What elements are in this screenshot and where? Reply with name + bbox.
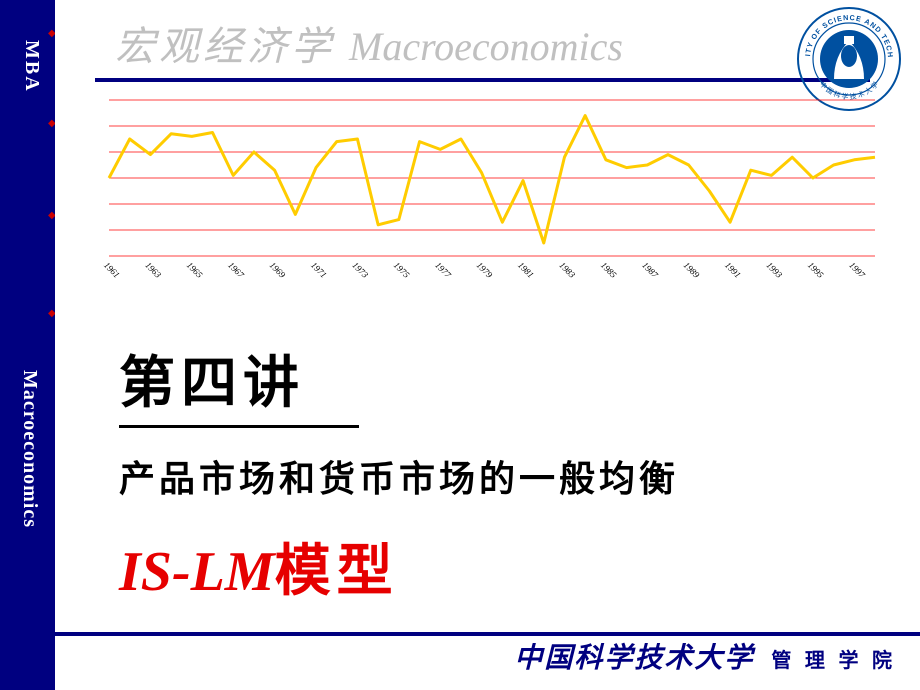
- svg-text:1967: 1967: [226, 260, 246, 280]
- footer-department: 管 理 学 院: [771, 650, 896, 672]
- svg-text:1963: 1963: [143, 260, 163, 280]
- svg-text:1985: 1985: [599, 260, 619, 280]
- svg-text:1987: 1987: [640, 260, 660, 280]
- header-title: 宏观经济学 Macroeconomics: [115, 14, 623, 72]
- header-title-cn: 宏观经济学: [115, 24, 335, 69]
- content-block: 第四讲 产品市场和货币市场的一般均衡 IS-LM模型: [119, 338, 890, 607]
- islm-en: IS-LM: [119, 541, 275, 603]
- lecture-subtitle: 产品市场和货币市场的一般均衡: [119, 450, 890, 502]
- lecture-number: 第四讲: [119, 338, 890, 419]
- svg-text:1981: 1981: [516, 260, 536, 280]
- islm-model-label: IS-LM模型: [119, 526, 890, 607]
- svg-text:1969: 1969: [268, 260, 288, 280]
- svg-text:1971: 1971: [309, 260, 329, 280]
- header-underline: [95, 78, 870, 82]
- svg-text:1995: 1995: [806, 260, 826, 280]
- footer-university: 中国科学技术大学: [514, 643, 754, 674]
- svg-text:1989: 1989: [682, 260, 702, 280]
- svg-text:1993: 1993: [764, 260, 784, 280]
- svg-text:1975: 1975: [392, 260, 412, 280]
- svg-text:1973: 1973: [350, 260, 370, 280]
- svg-text:1991: 1991: [723, 260, 743, 280]
- footer-text: 中国科学技术大学 管 理 学 院: [514, 636, 896, 676]
- time-series-chart: 1961 1963 1965 1967 1969 1971 1973 1975 1977 1979…: [103, 96, 883, 294]
- islm-cn: 模型: [275, 539, 399, 602]
- svg-text:1965: 1965: [185, 260, 205, 280]
- svg-text:1977: 1977: [433, 260, 453, 280]
- svg-text:1983: 1983: [557, 260, 577, 280]
- header-title-en: Macroeconomics: [349, 24, 623, 69]
- sidebar: MBA Macroeconomics ◆ ◆ ◆ ◆: [0, 0, 55, 690]
- sidebar-label-macro: Macroeconomics: [18, 370, 41, 528]
- lecture-underline: [119, 425, 359, 428]
- main-area: 宏观经济学 Macroeconomics UNIVERSITY OF SCIEN…: [55, 0, 920, 690]
- svg-text:1997: 1997: [847, 260, 867, 280]
- sidebar-label-mba: MBA: [20, 40, 43, 93]
- svg-text:1961: 1961: [103, 260, 122, 280]
- svg-text:1979: 1979: [475, 260, 495, 280]
